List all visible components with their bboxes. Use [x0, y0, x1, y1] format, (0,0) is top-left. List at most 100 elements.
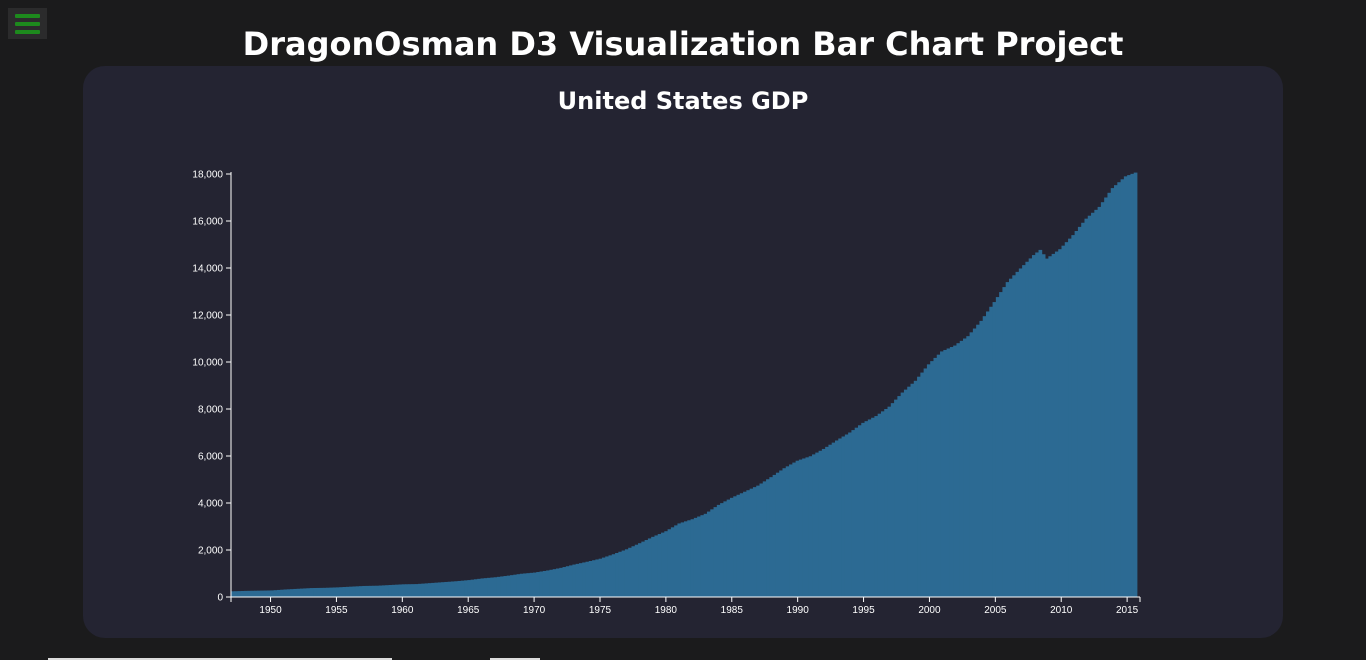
- bar-42: [368, 585, 373, 597]
- bar-139: [687, 520, 691, 597]
- bar-205: [903, 389, 908, 597]
- bar-47: [385, 585, 389, 597]
- bar-245: [1035, 252, 1039, 598]
- bar-17: [286, 589, 291, 597]
- bars-group: [231, 172, 1138, 598]
- bar-147: [713, 507, 718, 597]
- bar-182: [828, 444, 833, 597]
- bar-115: [608, 555, 613, 597]
- bar-240: [1018, 268, 1023, 597]
- bar-261: [1087, 215, 1092, 597]
- bar-4: [244, 590, 248, 597]
- bar-198: [880, 411, 885, 597]
- bar-137: [680, 522, 685, 597]
- bar-188: [848, 432, 852, 597]
- bar-83: [503, 576, 508, 597]
- bar-128: [651, 536, 655, 597]
- bar-110: [592, 560, 596, 597]
- bar-41: [365, 585, 370, 597]
- bar-59: [424, 583, 429, 597]
- menu-button[interactable]: [8, 8, 47, 39]
- bar-157: [746, 490, 751, 597]
- bar-268: [1110, 188, 1115, 597]
- bar-149: [720, 503, 724, 597]
- bar-51: [398, 584, 403, 597]
- bar-189: [851, 430, 856, 597]
- bar-6: [250, 590, 255, 597]
- bar-16: [283, 589, 288, 597]
- bar-25: [313, 588, 317, 597]
- bar-100: [559, 567, 563, 597]
- bar-148: [716, 504, 721, 597]
- bar-212: [926, 364, 931, 597]
- x-tick-label-1: 1955: [325, 605, 348, 616]
- bar-151: [726, 499, 731, 597]
- bar-256: [1071, 235, 1076, 597]
- bar-217: [943, 349, 948, 597]
- bar-224: [966, 336, 970, 597]
- bar-215: [936, 354, 941, 597]
- bar-225: [969, 332, 974, 597]
- x-tick-label-0: 1950: [259, 605, 282, 616]
- bar-133: [667, 529, 672, 597]
- bar-251: [1054, 251, 1059, 598]
- bar-131: [661, 532, 665, 597]
- bar-176: [808, 456, 813, 597]
- bar-247: [1041, 254, 1046, 597]
- bar-158: [749, 488, 754, 597]
- bar-223: [963, 338, 967, 597]
- bar-270: [1117, 182, 1121, 597]
- bar-207: [910, 383, 915, 597]
- bar-126: [644, 540, 649, 597]
- bar-227: [976, 324, 980, 597]
- bottom-scroll-strip: [48, 658, 392, 660]
- bar-262: [1091, 212, 1095, 597]
- bar-93: [536, 572, 540, 597]
- y-tick-label-7: 14,000: [192, 264, 223, 275]
- bar-117: [615, 553, 619, 597]
- bar-14: [276, 589, 281, 597]
- bar-248: [1045, 258, 1049, 597]
- bar-26: [316, 587, 321, 597]
- bar-156: [743, 491, 747, 597]
- bar-235: [1002, 287, 1007, 597]
- bar-118: [618, 551, 623, 597]
- bar-114: [605, 556, 609, 597]
- bar-62: [434, 582, 439, 597]
- bar-74: [473, 579, 478, 597]
- bar-91: [529, 572, 534, 597]
- bar-150: [723, 501, 728, 597]
- bar-92: [533, 572, 537, 597]
- bar-230: [986, 311, 990, 597]
- bar-172: [795, 460, 800, 597]
- bar-24: [309, 588, 314, 597]
- bar-265: [1100, 202, 1105, 597]
- x-axis: 1950 1955 1960 1965 1970 1975 1980 1985 1990 1995…: [230, 596, 1141, 616]
- bar-69: [457, 580, 462, 597]
- bar-46: [382, 585, 386, 597]
- bar-271: [1120, 179, 1125, 597]
- bar-206: [907, 386, 911, 597]
- bar-134: [670, 527, 675, 597]
- bar-143: [700, 515, 705, 597]
- bar-142: [697, 516, 701, 597]
- bar-75: [477, 578, 481, 597]
- bar-87: [516, 574, 521, 597]
- bar-48: [388, 585, 393, 597]
- bar-191: [857, 425, 862, 597]
- bar-105: [575, 563, 580, 597]
- bar-60: [427, 583, 432, 597]
- bar-141: [693, 517, 698, 597]
- bar-218: [946, 348, 951, 597]
- bar-272: [1123, 176, 1128, 597]
- bar-275: [1133, 172, 1138, 597]
- bar-175: [805, 457, 810, 597]
- bar-226: [972, 328, 977, 597]
- bottom-scroll-strip-2: [490, 658, 540, 660]
- bar-239: [1015, 271, 1020, 597]
- bar-15: [280, 589, 284, 597]
- bar-53: [404, 584, 409, 597]
- bar-95: [542, 570, 547, 597]
- bar-162: [762, 481, 767, 597]
- bar-153: [733, 496, 737, 597]
